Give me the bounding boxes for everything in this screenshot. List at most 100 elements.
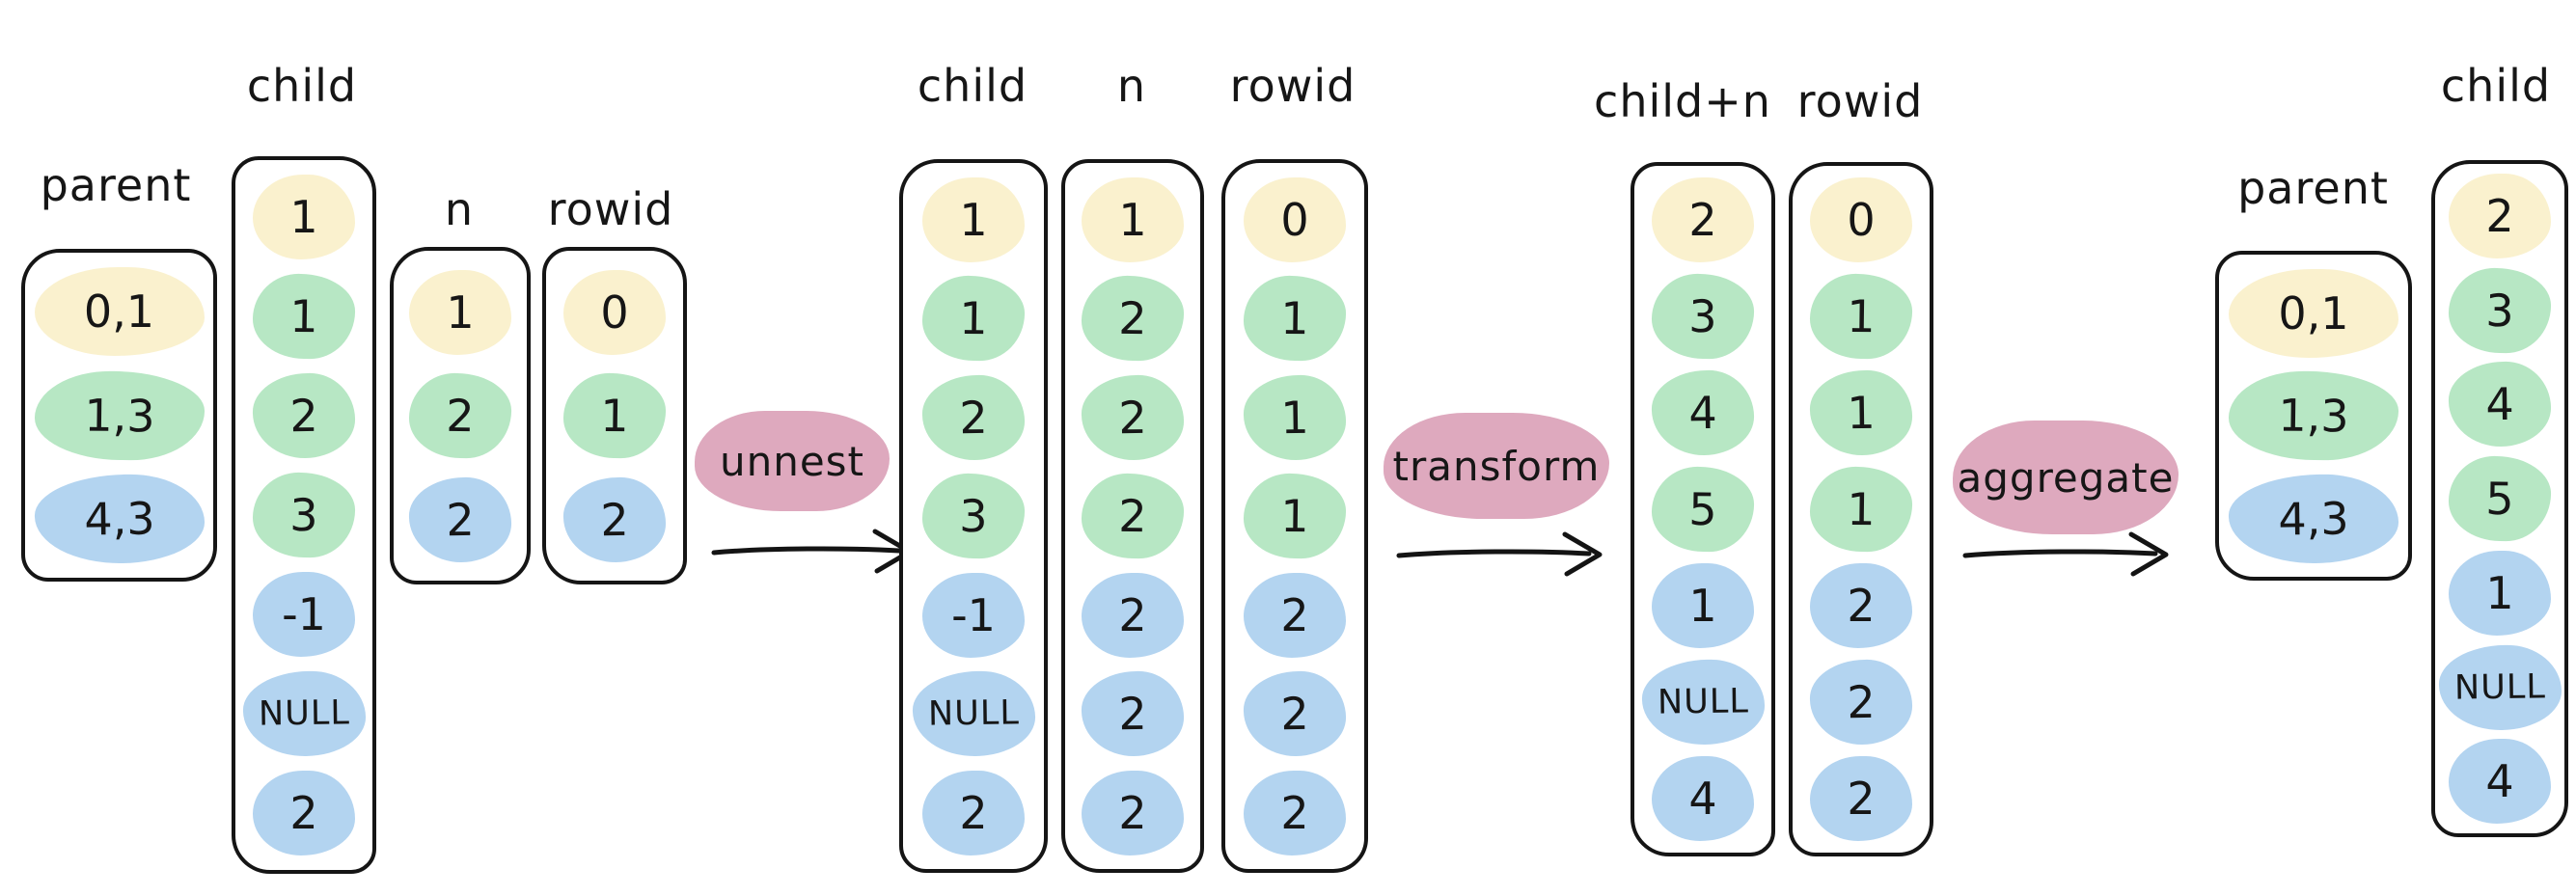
table-cell: 2 [408,475,512,563]
table-cell: -1 [253,572,355,657]
value-blob: 2 [1082,572,1184,658]
value-blob: 1 [1243,473,1347,559]
value-blob: 0,1 [2229,268,2398,358]
value-blob: NULL [1640,659,1766,746]
value-blob: 2 [253,771,355,855]
table-cell: 1 [562,372,667,459]
op-aggregate-badge: aggregate [1953,421,2179,534]
value-blob: 3 [921,473,1026,559]
stage1-child-header: child [246,60,358,112]
table-cell: 1,3 [33,369,206,461]
table-cell: NULL [911,670,1036,757]
table-cell: 2 [252,372,356,459]
value-blob: 2 [921,373,1026,461]
value-blob: 1 [409,269,511,355]
value-blob: 0,1 [34,267,205,357]
stage1-child-column: 1 1 2 3 -1 NULL 2 [232,156,376,874]
value-blob: 2 [1652,177,1754,262]
table-cell: 4 [1651,369,1755,456]
table-cell: 2 [1244,572,1346,658]
unnest-arrow-icon [711,529,913,574]
table-cell: 1 [1809,466,1913,553]
table-cell: 1,3 [2228,369,2399,462]
stage1-parent-table: 0,1 1,3 4,3 [21,249,217,582]
value-blob: 2 [2449,173,2551,258]
value-blob: 5 [2448,455,2552,542]
table-cell: 2 [1243,670,1347,757]
value-blob: 2 [408,475,512,563]
value-blob: 2 [1810,756,1912,841]
table-cell: 0 [1810,177,1912,262]
table-cell: 1 [252,273,356,360]
value-blob: 1 [1809,466,1913,553]
stage2-child-header: child [917,60,1028,112]
table-cell: 4 [2448,361,2552,448]
stage4-parent-table: 0,1 1,3 4,3 [2215,251,2412,581]
transform-arrow-icon [1396,531,1603,577]
value-blob: 1 [921,275,1026,362]
value-blob: 4 [1652,756,1754,841]
table-cell: 2 [253,771,355,855]
value-blob: 2 [562,475,667,563]
table-cell: 2 [922,770,1025,855]
stage1-parent-header: parent [40,159,192,211]
stage1-rowid-column: 0 1 2 [542,247,687,584]
table-cell: 2 [562,475,667,563]
value-blob: 1,3 [2228,369,2399,462]
stage2-rowid-column: 0 1 1 1 2 2 2 [1221,159,1368,873]
value-blob: 2 [1081,670,1185,757]
table-cell: 1 [1243,473,1347,559]
stage1-rowid-header: rowid [547,183,674,235]
table-cell: 0 [563,269,666,355]
value-blob: 1 [252,273,356,360]
table-cell: 0,1 [2229,268,2398,358]
table-cell: 1 [1652,563,1754,648]
value-blob: 1 [922,176,1025,262]
value-blob: 1 [1652,563,1754,648]
stage1-n-column: 1 2 2 [390,247,531,584]
table-cell: 1 [1243,373,1347,461]
table-cell: 0 [1244,176,1346,262]
table-cell: NULL [1640,659,1766,746]
table-cell: 2 [1081,275,1185,362]
op-transform-badge: transform [1384,413,1609,519]
value-blob: NULL [911,670,1036,757]
table-cell: 2 [408,372,512,459]
value-blob: 1 [1243,275,1347,362]
value-blob: 2 [1810,563,1912,648]
stage3-childn-column: 2 3 4 5 1 NULL 4 [1631,162,1775,856]
table-cell: 4,3 [33,473,206,564]
value-blob: 2 [252,372,356,459]
value-blob: 2 [1244,770,1346,855]
table-cell: 4 [1652,756,1754,841]
table-cell: 3 [2448,266,2552,354]
stage2-n-column: 1 2 2 2 2 2 2 [1061,159,1204,873]
aggregate-arrow-icon [1962,531,2169,577]
value-blob: 4,3 [33,473,206,564]
table-cell: 4 [2449,739,2551,825]
value-blob: 2 [1243,670,1347,757]
value-blob: 2 [1081,473,1185,559]
value-blob: 2 [408,372,512,459]
value-blob: 4 [2448,361,2552,448]
table-cell: NULL [241,670,367,757]
value-blob: 2 [1809,659,1913,746]
value-blob: -1 [253,572,355,657]
value-blob: 5 [1651,466,1755,553]
table-cell: 2 [1810,563,1912,648]
table-cell: 1 [1809,369,1913,456]
value-blob: 1 [1809,273,1913,360]
table-cell: 2 [1244,770,1346,855]
value-blob: 3 [2448,266,2552,354]
stage4-child-column: 2 3 4 5 1 NULL 4 [2431,160,2568,837]
value-blob: 4 [2449,739,2551,825]
table-cell: 5 [1651,466,1755,553]
op-transform-label: transform [1392,442,1601,490]
value-blob: 1 [1243,373,1347,461]
table-cell: 2 [2449,173,2551,258]
value-blob: -1 [922,572,1025,658]
table-cell: 2 [1082,770,1184,855]
table-cell: 2 [1082,572,1184,658]
value-blob: 2 [1244,572,1346,658]
